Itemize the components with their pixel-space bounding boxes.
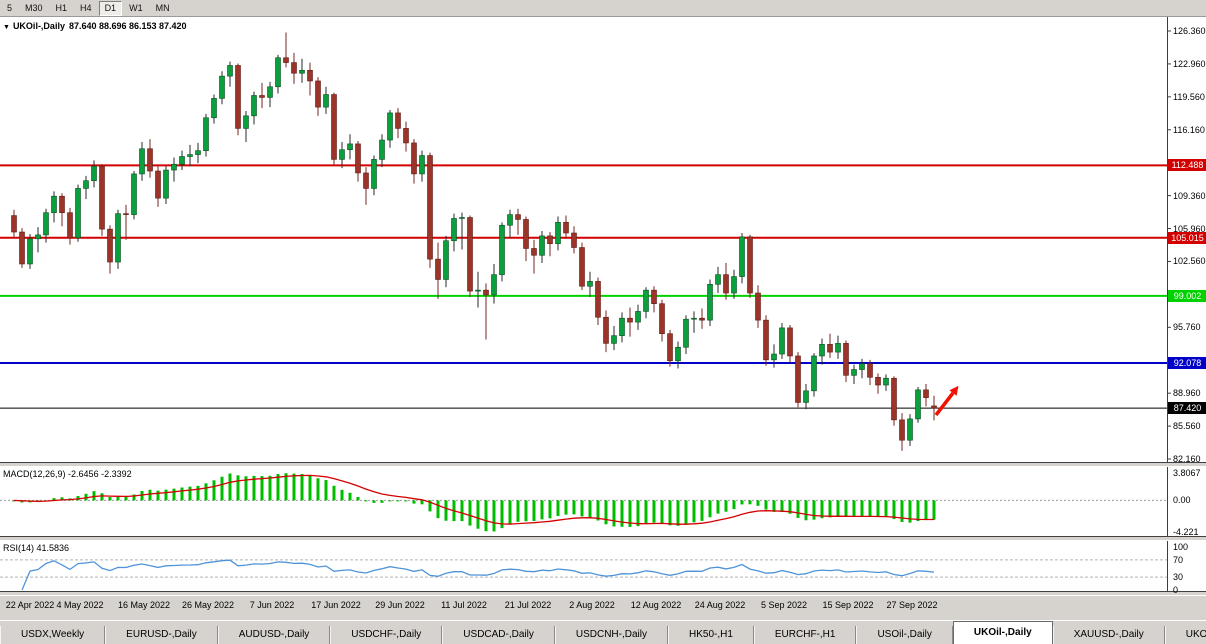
chart-tab-ukoil-daily[interactable]: UKOil-,Daily (1164, 626, 1206, 644)
chart-symbol-label: UKOil-,Daily (12, 21, 65, 31)
chart-background (0, 17, 1206, 592)
time-axis-label: 15 Sep 2022 (822, 600, 874, 610)
chart-tabs-bar: USDX,Weekly EURUSD-,Daily AUDUSD-,Daily USD… (0, 620, 1206, 644)
timeframe-button-h4[interactable]: H4 (80, 2, 92, 13)
chart-tab-usoil-daily[interactable]: USOil-,Daily (856, 626, 953, 644)
macd-name: MACD(12,26,9) (3, 469, 66, 479)
time-axis-label: 11 Jul 2022 (441, 600, 487, 610)
time-axis-label: 27 Sep 2022 (886, 600, 938, 610)
time-axis-label: 4 May 2022 (56, 600, 104, 610)
macd-signal-line (13, 474, 934, 525)
panel-separator[interactable] (0, 462, 1206, 467)
chart-tab-xauusd-daily[interactable]: XAUUSD-,Daily (1052, 626, 1165, 644)
candles-group (11, 32, 937, 451)
chart-tab-usdcnh-daily[interactable]: USDCNH-,Daily (554, 626, 668, 644)
macd-values: -2.6456 -2.3392 (68, 469, 132, 479)
timeframe-button-h1[interactable]: H1 (55, 2, 68, 13)
time-axis-label: 21 Jul 2022 (504, 600, 552, 610)
macd-histogram-group (12, 473, 936, 532)
time-axis-label: 5 Sep 2022 (760, 600, 808, 610)
panel-separator[interactable] (0, 536, 1206, 541)
time-axis-label: 29 Jun 2022 (375, 600, 425, 610)
chart-tab-hk50-h1[interactable]: HK50-,H1 (667, 626, 754, 644)
time-axis: 22 Apr 2022 4 May 2022 16 May 2022 26 May 2… (0, 596, 1206, 620)
chart-tab-ukoil-daily[interactable]: UKOil-,Daily (952, 621, 1053, 644)
time-axis-label: 2 Aug 2022 (569, 600, 615, 610)
rsi-line (21, 559, 935, 591)
rsi-indicator-label: RSI(14) 41.5836 (3, 543, 69, 553)
trend-arrow-icon (934, 385, 959, 417)
chart-tab-eurusd-daily[interactable]: EURUSD-,Daily (105, 626, 218, 644)
timeframe-toolbar: 5 M30 H1 H4 D1 W1 MN (0, 0, 1206, 17)
timeframe-button-5[interactable]: 5 (7, 2, 13, 13)
timeframe-button-d1[interactable]: D1 (98, 0, 123, 16)
time-axis-label: 16 May 2022 (117, 600, 171, 610)
time-axis-label: 12 Aug 2022 (630, 600, 682, 610)
rsi-value: 41.5836 (36, 543, 70, 553)
chart-tab-usdx-weekly[interactable]: USDX,Weekly (0, 626, 106, 644)
time-axis-label: 26 May 2022 (181, 600, 235, 610)
chart-ohlc-values: 87.640 88.696 86.153 87.420 (68, 21, 187, 31)
time-axis-label: 22 Apr 2022 (5, 600, 55, 610)
chart-menu-triangle-icon[interactable]: ▼ (3, 24, 10, 31)
chart-title: ▼ UKOil-,Daily 87.640 88.696 86.153 87.420 (3, 21, 187, 31)
timeframe-button-mn[interactable]: MN (155, 2, 170, 13)
chart-tab-usdchf-daily[interactable]: USDCHF-,Daily (330, 626, 443, 644)
time-axis-label: 17 Jun 2022 (311, 600, 361, 610)
time-axis-label: 7 Jun 2022 (249, 600, 295, 610)
horizontal-lines-group (0, 164, 1167, 409)
chart-tab-eurchf-h1[interactable]: EURCHF-,H1 (753, 626, 857, 644)
panel-separator[interactable] (0, 591, 1206, 596)
timeframe-button-m30[interactable]: M30 (25, 2, 43, 13)
rsi-name: RSI(14) (3, 543, 35, 553)
chart-tab-usdcad-daily[interactable]: USDCAD-,Daily (442, 626, 555, 644)
chart-tab-audusd-daily[interactable]: AUDUSD-,Daily (217, 626, 331, 644)
time-axis-label: 24 Aug 2022 (694, 600, 746, 610)
macd-indicator-label: MACD(12,26,9) -2.6456 -2.3392 (3, 469, 132, 479)
timeframe-button-w1[interactable]: W1 (129, 2, 143, 13)
